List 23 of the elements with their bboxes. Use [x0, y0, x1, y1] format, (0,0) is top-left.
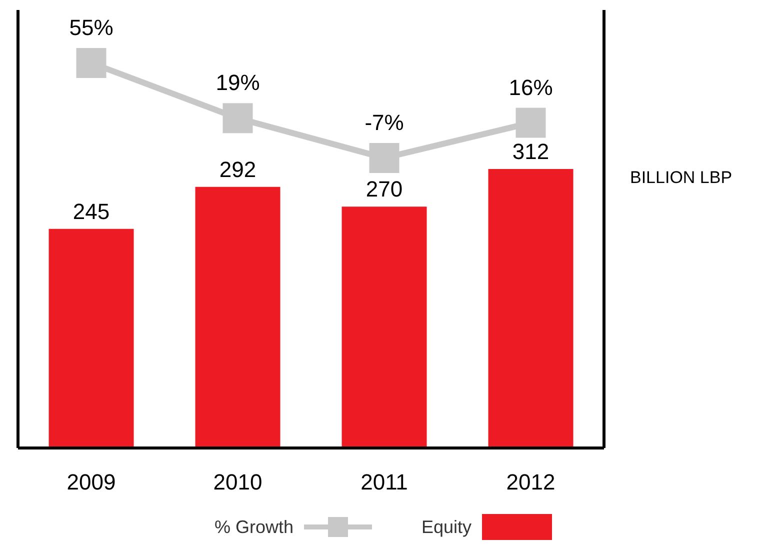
y-axis-title: BILLION LBP [630, 168, 732, 188]
data-label: 270 [366, 176, 403, 202]
legend-label: Equity [422, 516, 472, 538]
data-label: 16% [508, 74, 553, 100]
data-label: 245 [72, 198, 110, 224]
point [516, 108, 546, 138]
bar [195, 186, 280, 448]
data-label: 312 [512, 139, 550, 164]
point [76, 48, 106, 78]
bar [48, 228, 134, 448]
x-tick-label: 2012 [506, 470, 556, 495]
bar [488, 169, 574, 448]
data-label: -7% [364, 110, 404, 135]
x-tick-label: 2009 [66, 470, 116, 495]
data-label: 55% [69, 15, 114, 40]
point [369, 143, 400, 173]
legend-label: % Growth [214, 516, 294, 538]
x-tick-label: 2010 [213, 470, 262, 495]
x-tick-label: 2011 [360, 470, 408, 495]
data-label: 19% [216, 70, 260, 96]
point [222, 103, 253, 134]
bar [342, 206, 427, 448]
data-label: 292 [219, 156, 256, 182]
